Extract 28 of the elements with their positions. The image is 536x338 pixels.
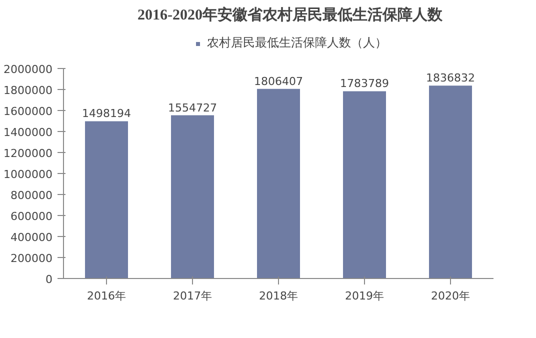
data-label: 1836832 (426, 72, 476, 85)
data-label: 1498194 (82, 107, 132, 120)
y-tick-label: 1400000 (4, 126, 53, 139)
y-tick-label: 1800000 (4, 84, 53, 97)
x-tick-label: 2017年 (173, 290, 212, 302)
bar (257, 88, 300, 278)
legend-label: 农村居民最低生活保障人数（人） (207, 34, 387, 52)
y-tick-label: 1000000 (4, 168, 53, 181)
y-tick-label: 600000 (10, 210, 53, 223)
y-tick-label: 1600000 (4, 105, 53, 118)
data-label: 1806407 (254, 74, 304, 88)
y-tick-label: 400000 (10, 231, 53, 244)
y-tick-label: 800000 (10, 189, 53, 202)
bar (171, 115, 214, 278)
bar (85, 121, 128, 278)
y-tick-label: 1200000 (4, 147, 53, 160)
y-tick-label: 200000 (10, 252, 53, 265)
data-label: 1554727 (168, 101, 218, 114)
y-tick-label: 2000000 (4, 63, 53, 76)
x-tick-label: 2020年 (431, 290, 470, 302)
bar (343, 91, 386, 278)
chart-title: 2016-2020年安徽省农村居民最低生活保障人数 (138, 6, 444, 24)
bar (429, 86, 472, 278)
x-tick-label: 2018年 (259, 290, 298, 302)
y-tick-label: 0 (46, 273, 52, 286)
x-tick-label: 2016年 (87, 290, 126, 302)
x-tick-label: 2019年 (345, 290, 384, 302)
data-label: 1783789 (340, 77, 390, 90)
